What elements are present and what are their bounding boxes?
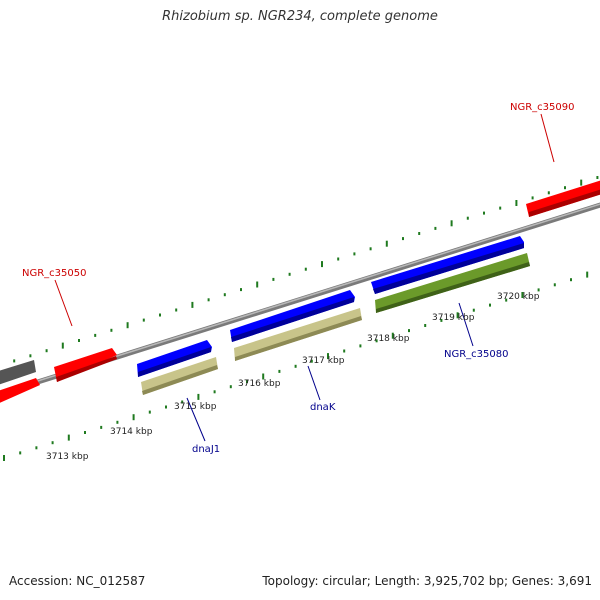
gene-label-NGR_c35080[interactable]: NGR_c35080 xyxy=(444,349,509,360)
gene-dnaJ1-tan-feature-shade xyxy=(142,365,218,395)
scale-label: 3719 kbp xyxy=(432,313,475,323)
gene-grey-feature[interactable] xyxy=(0,360,36,386)
scale-label: 3714 kbp xyxy=(110,427,153,437)
label-leaders xyxy=(54,113,555,442)
gene-label-dnaJ1[interactable]: dnaJ1 xyxy=(192,444,220,455)
scale-label: 3717 kbp xyxy=(302,356,345,366)
gene-labels: NGR_c35090 NGR_c35050 NGR_c35080 dnaK dn… xyxy=(22,102,575,455)
gene-label-NGR_c35090[interactable]: NGR_c35090 xyxy=(510,102,575,113)
lower-tick-track xyxy=(3,271,589,461)
gene-dnaK-tan-feature-shade xyxy=(235,316,362,361)
scale-labels: 3713 kbp 3714 kbp 3715 kbp 3716 kbp 3717… xyxy=(46,292,540,462)
genome-summary-text: Topology: circular; Length: 3,925,702 bp… xyxy=(262,574,592,588)
gene-label-dnaK[interactable]: dnaK xyxy=(310,402,336,413)
gene-dnaJ1-forward-feature-shade xyxy=(138,347,211,377)
gene-red-left-feature[interactable] xyxy=(0,378,40,405)
scale-label: 3715 kbp xyxy=(174,402,217,412)
gene-label-NGR_c35050[interactable]: NGR_c35050 xyxy=(22,268,87,279)
gene-NGR_c35050-feature-shade xyxy=(56,356,117,382)
scale-label: 3716 kbp xyxy=(238,379,281,389)
forward-strand-features xyxy=(0,180,600,405)
gene-dnaK-forward-feature-shade xyxy=(231,297,354,342)
scale-label: 3713 kbp xyxy=(46,452,89,462)
reverse-strand-features xyxy=(141,253,530,395)
gene-NGR_c35080-tan-feature-shade xyxy=(376,262,530,313)
scale-label: 3718 kbp xyxy=(367,334,410,344)
genome-title: Rhizobium sp. NGR234, complete genome xyxy=(162,9,438,24)
gene-NGR_c35090-feature-shade xyxy=(529,189,600,217)
gene-NGR_c35080-feature-shade xyxy=(373,243,524,294)
accession-text: Accession: NC_012587 xyxy=(9,574,146,588)
scale-label: 3720 kbp xyxy=(497,292,540,302)
upper-tick-track xyxy=(13,176,599,363)
